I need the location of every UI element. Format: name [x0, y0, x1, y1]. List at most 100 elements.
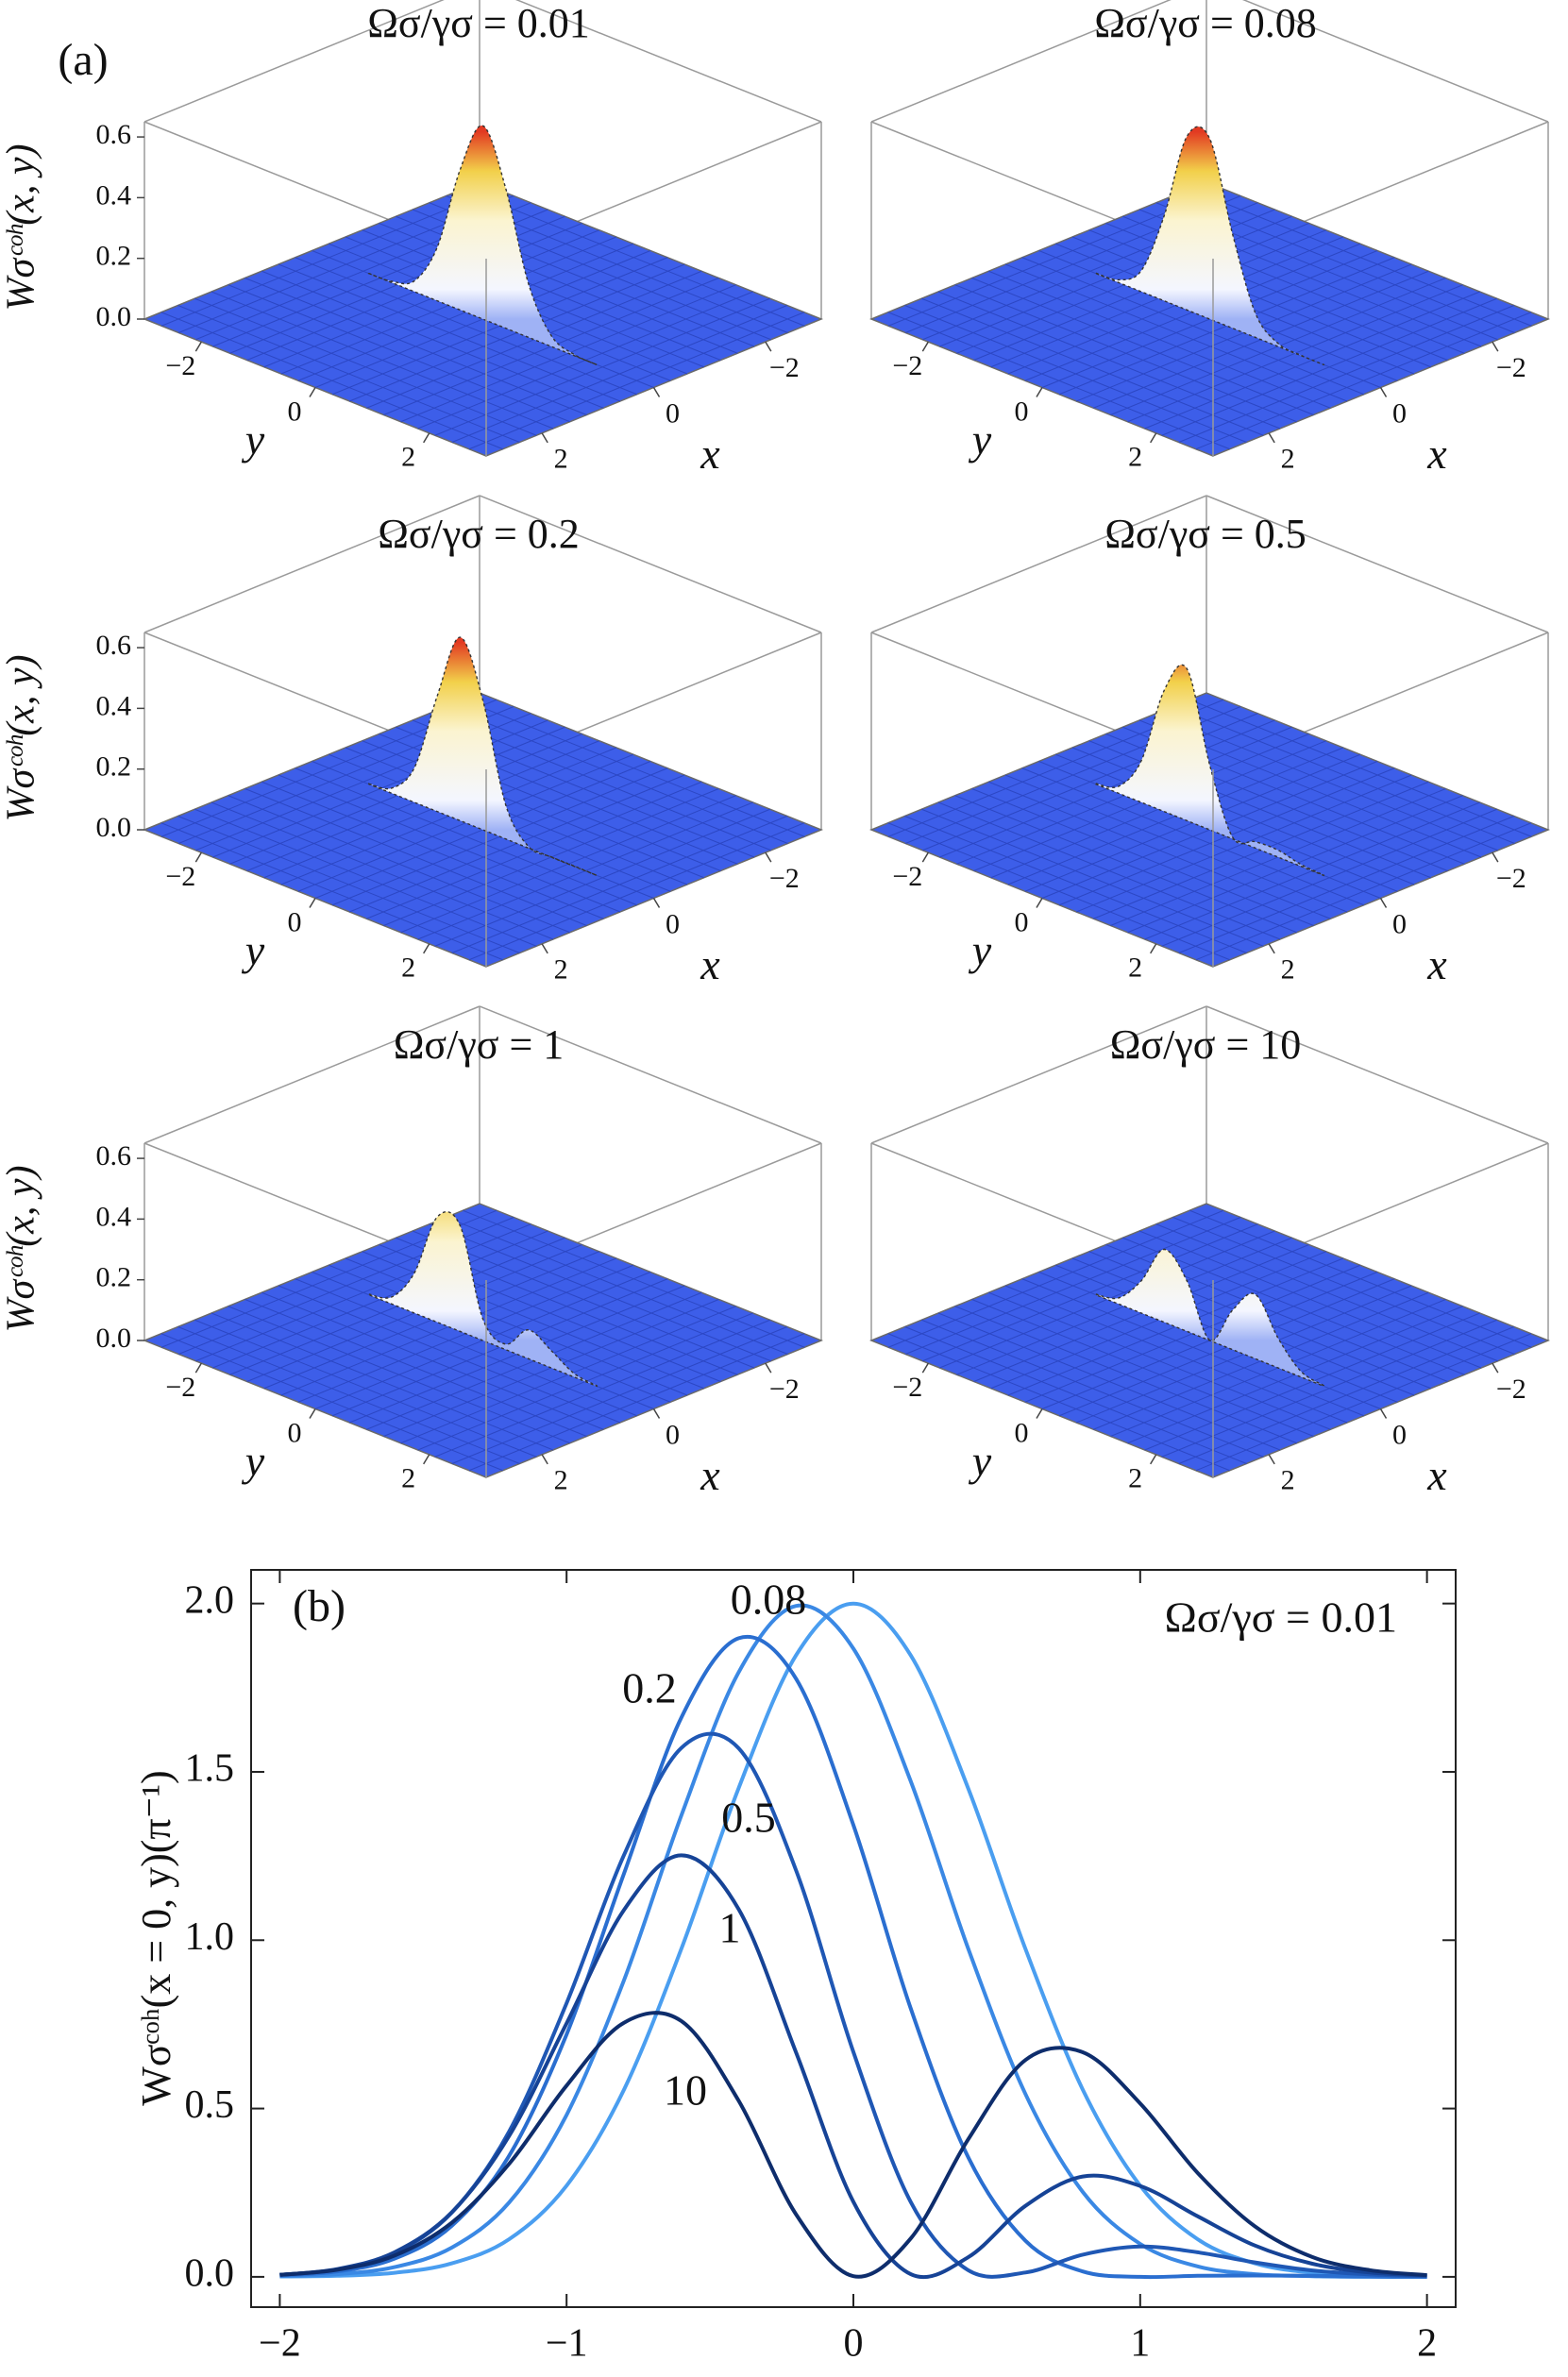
panel-title: Ωσ/γσ = 1 — [394, 1021, 565, 1068]
floor-grid — [1161, 808, 1497, 947]
x-tick — [1379, 1408, 1388, 1419]
floor-grid — [887, 1333, 1230, 1472]
x-tick-label: −2 — [1496, 863, 1526, 894]
floor-grid — [988, 1291, 1331, 1430]
y-tick-label: 2 — [401, 442, 415, 473]
box-edge — [870, 495, 1207, 633]
floor-grid — [1058, 257, 1395, 396]
floor-grid — [366, 270, 702, 409]
floor-grid — [1195, 1333, 1532, 1472]
floor-grid — [988, 781, 1331, 919]
panel-label: (a) — [58, 35, 108, 85]
floor-grid — [228, 1306, 570, 1444]
x-tick — [1492, 1362, 1499, 1374]
box-edge — [143, 495, 481, 633]
panel-label: (b) — [293, 1581, 346, 1631]
floor-grid — [434, 808, 770, 947]
x-tick — [541, 1454, 548, 1465]
box-edge — [870, 0, 1172, 123]
floor-grid — [921, 808, 1264, 947]
surface-panel: Ωσ/γσ = 0.5 −2 0 2 x −2 0 2 y — [868, 495, 1551, 988]
x-tick — [1379, 898, 1388, 908]
box-edge — [870, 1005, 1207, 1144]
curve — [279, 1603, 1427, 2279]
surface-panel: Ωσ/γσ = 10 −2 0 2 x −2 0 2 y — [868, 1005, 1551, 1499]
z-tick-label: 0.6 — [96, 119, 132, 150]
surface-panel: Ωσ/γσ = 0.08 −2 0 2 x −2 0 2 y — [868, 0, 1551, 478]
y-tick — [309, 387, 316, 397]
floor-grid — [904, 1326, 1247, 1464]
x-tick-label: 2 — [554, 954, 568, 986]
floor-grid — [211, 291, 554, 430]
z-tick-label: 0.6 — [96, 630, 132, 661]
floor-grid — [1178, 305, 1514, 443]
floor-grid — [1004, 263, 1348, 402]
y-tick — [423, 432, 430, 444]
y-tick-label: 2 — [1128, 1463, 1142, 1494]
floor-grid — [1021, 1278, 1364, 1417]
x-tick — [652, 1408, 661, 1419]
y-tick — [423, 943, 430, 954]
floor-grid — [295, 257, 637, 396]
x-tick-label: −2 — [259, 2322, 301, 2366]
y-tick — [1036, 387, 1043, 397]
floor-grid — [1127, 795, 1463, 934]
curve-label: 0.08 — [731, 1576, 807, 1624]
z-tick-label: 0.0 — [96, 301, 132, 332]
x-tick-label: −2 — [769, 863, 800, 894]
x-tick — [1492, 851, 1499, 863]
floor-grid — [314, 1272, 651, 1409]
box-edge — [1241, 0, 1549, 123]
floor-grid — [921, 1319, 1264, 1458]
y-tick — [1150, 943, 1157, 954]
x-tick — [1492, 341, 1499, 352]
plot-frame — [250, 1569, 1457, 2308]
floor-grid — [1161, 297, 1497, 436]
floor-grid — [1195, 822, 1532, 961]
curve — [279, 1635, 1427, 2280]
y-tick-label: 2.0 — [185, 1578, 235, 1622]
y-tick-label: 0 — [1015, 396, 1029, 427]
box-edge — [479, 1005, 822, 1144]
floor-grid — [937, 291, 1281, 430]
floor-grid — [988, 270, 1331, 409]
y-tick-label: 2 — [401, 1463, 415, 1494]
y-tick — [194, 341, 202, 352]
z-tick-label: 0.0 — [96, 1323, 132, 1354]
floor-grid — [278, 1285, 621, 1424]
x-axis-label: x — [1426, 430, 1447, 478]
floor-grid — [434, 297, 770, 436]
z-axis-label: Wσᶜᵒʰ(x, y) — [0, 655, 43, 822]
y-tick-label: 2 — [1128, 442, 1142, 473]
y-tick-label: −2 — [165, 861, 195, 892]
y-axis-label: y — [242, 926, 265, 974]
floor-grid — [1178, 1326, 1514, 1464]
x-axis-label: x — [700, 1451, 720, 1499]
floor-grid — [468, 312, 805, 450]
surface-panel: Ωσ/γσ = 0.01 (a) 0.0 0.2 0.4 0.6 Wσᶜᵒʰ(x, y) −2… — [0, 0, 824, 478]
x-tick-label: 0 — [1392, 1419, 1407, 1450]
x-tick — [1379, 387, 1388, 397]
panel-title: Ωσ/γσ = 0.08 — [1094, 0, 1317, 46]
z-tick-label: 0.2 — [96, 1262, 132, 1293]
y-tick-label: 0 — [288, 1417, 302, 1448]
x-tick — [1268, 432, 1275, 444]
floor-grid — [971, 788, 1314, 926]
surface — [1095, 1248, 1324, 1388]
floor-grid — [1004, 774, 1348, 913]
floor-grid — [314, 761, 651, 899]
floor-grid — [904, 305, 1247, 443]
floor-grid — [177, 816, 520, 953]
y-tick — [1150, 1454, 1157, 1465]
floor-grid — [261, 781, 604, 919]
floor-grid — [295, 767, 637, 906]
x-tick-label: −1 — [546, 2322, 588, 2366]
y-tick — [1036, 898, 1043, 908]
curve — [279, 1601, 1427, 2279]
z-axis-label: Wσᶜᵒʰ(x, y) — [0, 144, 43, 312]
floor-grid — [228, 284, 570, 423]
x-tick — [765, 1362, 772, 1374]
floor-grid — [278, 263, 621, 402]
floor-grid — [451, 305, 787, 443]
